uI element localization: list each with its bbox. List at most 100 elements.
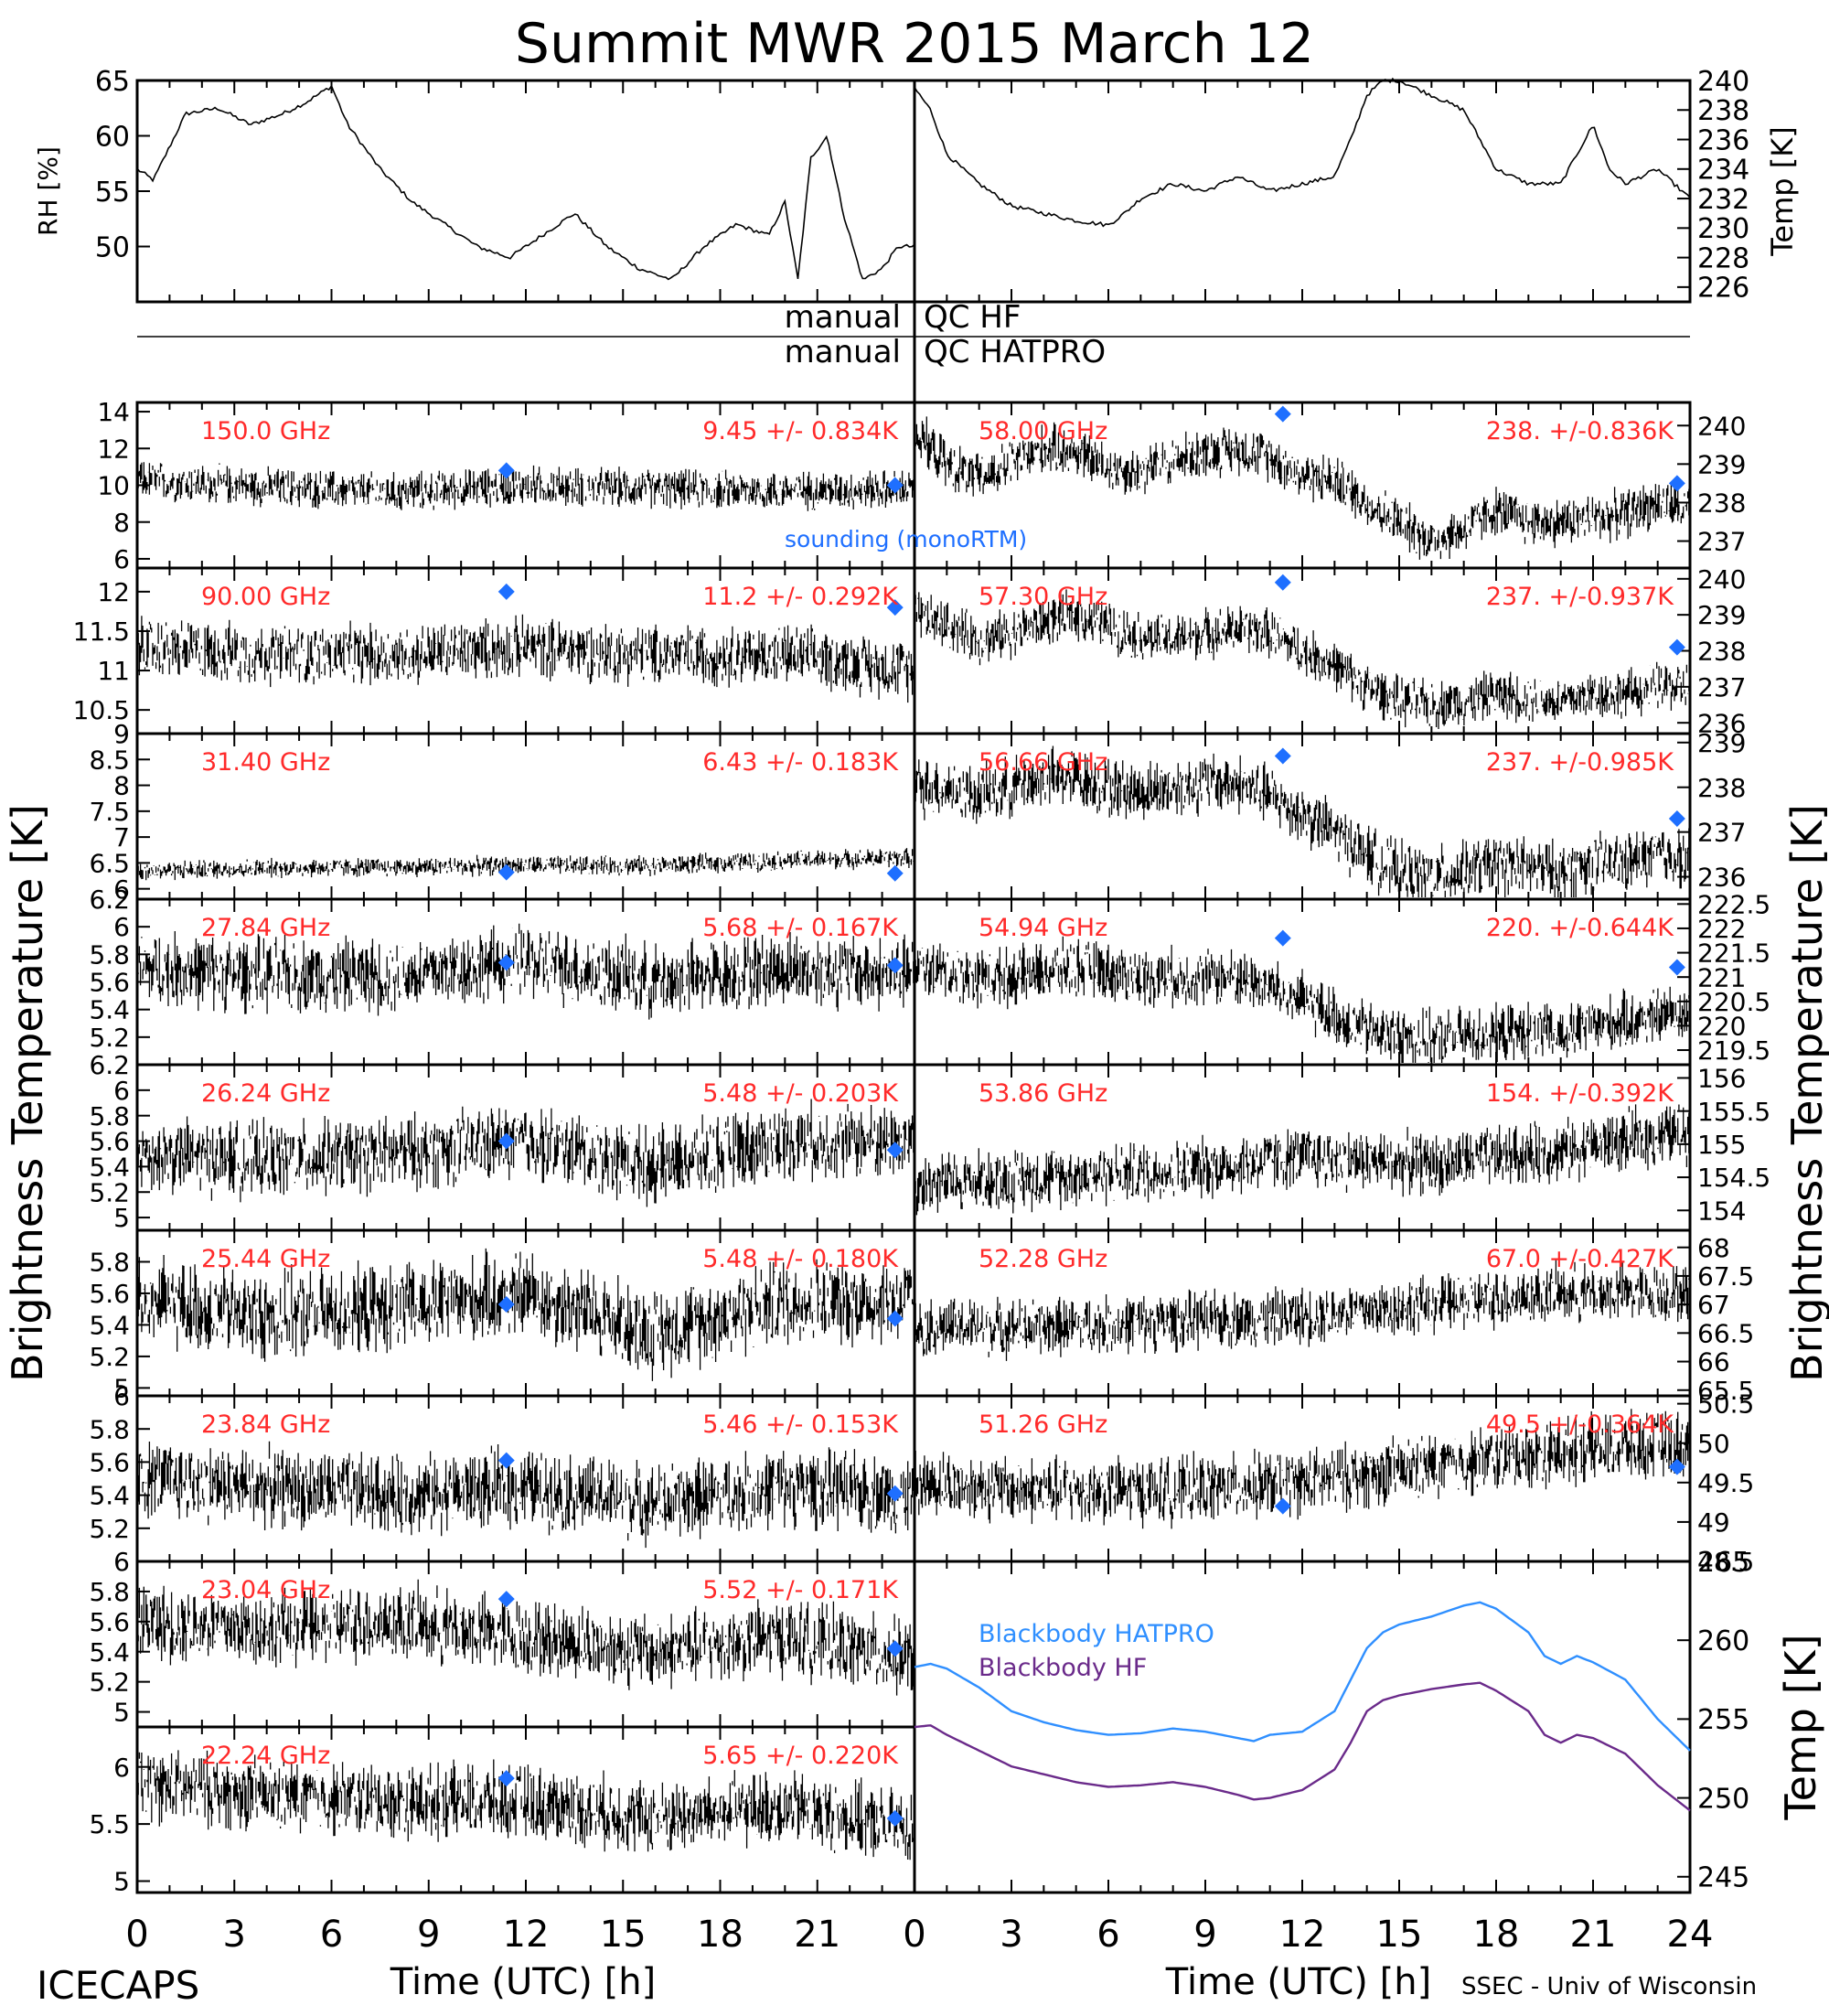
- channel-label: 27.84 GHz: [201, 914, 330, 942]
- footer-left: ICECAPS: [37, 1963, 199, 2008]
- x-tick-label: 6: [320, 1914, 343, 1956]
- brightness-trace: [136, 1248, 915, 1381]
- y-tick-label: 234: [1697, 155, 1749, 187]
- y-tick-label: 5.4: [89, 995, 130, 1025]
- channel-stat: 11.2 +/- 0.292K: [702, 583, 899, 611]
- brightness-trace: [136, 1099, 915, 1207]
- xlabel-left: Time (UTC) [h]: [390, 1961, 656, 2003]
- y-tick-label: 5.8: [89, 1414, 130, 1444]
- y-tick-label: 68: [1697, 1233, 1730, 1263]
- legend-hf: Blackbody HF: [979, 1654, 1147, 1682]
- channel-label: 56.66 GHz: [979, 748, 1107, 777]
- channel-stat: 6.43 +/- 0.183K: [702, 748, 899, 777]
- y-tick-label: 5.4: [89, 1637, 130, 1667]
- y-tick-label: 5.6: [89, 1447, 130, 1477]
- y-tick-label: 239: [1697, 600, 1746, 630]
- sounding-point: [497, 1452, 515, 1469]
- brightness-trace: [914, 936, 1691, 1063]
- x-tick-label: 9: [417, 1914, 440, 1956]
- brightness-trace: [136, 614, 915, 703]
- panel-ch-22: 5 5.5 6 22.24 GHz 5.65 +/- 0.220K: [89, 1725, 916, 1897]
- x-tick-label: 12: [503, 1914, 550, 1956]
- y-tick-label: 5: [113, 1203, 130, 1233]
- y-tick-label: 6: [113, 1547, 130, 1577]
- brightness-trace: [914, 1260, 1691, 1361]
- x-tick-label: 0: [125, 1914, 148, 1956]
- brightness-trace: [136, 848, 915, 881]
- channel-stat: 5.46 +/- 0.153K: [702, 1410, 899, 1439]
- y-tick-label: 5.2: [89, 1342, 130, 1372]
- panel-frame: [135, 79, 916, 304]
- y-tick-label: 11.5: [73, 617, 130, 647]
- panel-blackbody: 245 250 255 260 265 Blackbody HATPRO Blackbody…: [913, 1547, 1825, 1894]
- channel-stat: 5.52 +/- 0.171K: [702, 1576, 899, 1604]
- y-tick-label: 12: [97, 434, 130, 464]
- panel-frame: [913, 1560, 1692, 1894]
- sounding-point: [1274, 574, 1291, 591]
- panel-rh: 50 55 60 65 RH [%]: [33, 66, 916, 304]
- channel-stat: 220. +/-0.644K: [1486, 914, 1674, 942]
- y-tick-label: 6: [113, 1753, 130, 1783]
- blackbody-ylabel: Temp [K]: [1776, 1634, 1825, 1820]
- sounding-point: [886, 1809, 904, 1827]
- sounding-point: [886, 957, 904, 974]
- sounding-point: [497, 954, 515, 971]
- y-tick-label: 236: [1697, 124, 1749, 156]
- y-tick-label: 6: [113, 1381, 130, 1411]
- y-tick-label: 154: [1697, 1196, 1746, 1226]
- sounding-point: [886, 1142, 904, 1159]
- xlabel-right: Time (UTC) [h]: [1165, 1961, 1431, 2003]
- x-tick-label: 15: [600, 1914, 647, 1956]
- y-tick-label: 237: [1697, 818, 1746, 848]
- channel-label: 53.86 GHz: [979, 1079, 1107, 1108]
- y-tick-label: 156: [1697, 1064, 1746, 1094]
- brightness-trace: [914, 416, 1691, 560]
- y-tick-label: 5.4: [89, 1481, 130, 1511]
- sounding-point: [886, 1640, 904, 1657]
- y-tick-label: 55: [95, 177, 130, 209]
- brightness-trace: [136, 1579, 915, 1696]
- y-tick-label: 250: [1697, 1783, 1749, 1815]
- channel-stat: 238. +/-0.836K: [1486, 417, 1674, 445]
- y-tick-label: 7: [113, 822, 130, 853]
- y-tick-label: 60: [95, 121, 130, 153]
- y-tick-label: 222.5: [1697, 889, 1770, 919]
- sounding-point: [497, 1132, 515, 1150]
- y-tick-label: 5.2: [89, 1514, 130, 1544]
- panel-ch-23.84: 5.25.4 5.65.86 23.84 GHz 5.46 +/- 0.153K: [89, 1381, 916, 1563]
- y-tick-label: 6: [113, 874, 130, 905]
- channel-stat: 49.5 +/-0.364K: [1486, 1410, 1674, 1439]
- sounding-point: [497, 462, 515, 479]
- rh-ylabel: RH [%]: [33, 146, 63, 236]
- y-tick-label: 238: [1697, 773, 1746, 803]
- x-tick-label: 21: [794, 1914, 840, 1956]
- y-tick-label: 5.8: [89, 939, 130, 970]
- y-tick-label: 245: [1697, 1862, 1749, 1894]
- y-tick-label: 238: [1697, 637, 1746, 667]
- qc-line2-right: QC HATPRO: [924, 334, 1106, 370]
- legend-hatpro: Blackbody HATPRO: [979, 1620, 1214, 1648]
- brightness-trace: [136, 1441, 915, 1549]
- y-tick-label: 5.2: [89, 1177, 130, 1207]
- x-tick-label: 3: [223, 1914, 246, 1956]
- blackbody-hatpro-line: [914, 1601, 1691, 1752]
- y-tick-label: 238: [1697, 95, 1749, 127]
- y-tick-label: 49.5: [1697, 1468, 1754, 1498]
- y-tick-label: 155.5: [1697, 1097, 1770, 1127]
- x-tick-label: 18: [697, 1914, 743, 1956]
- y-tick-label: 7.5: [89, 797, 130, 827]
- y-tick-label: 5.6: [89, 1607, 130, 1637]
- y-tick-label: 50.5: [1697, 1389, 1754, 1420]
- y-tick-label: 5.8: [89, 1248, 130, 1278]
- channel-label: 23.84 GHz: [201, 1410, 330, 1439]
- sounding-point: [886, 864, 904, 882]
- x-tick-label: 18: [1473, 1914, 1520, 1956]
- y-tick-label: 222: [1697, 914, 1746, 944]
- y-tick-label: 5.5: [89, 1809, 130, 1839]
